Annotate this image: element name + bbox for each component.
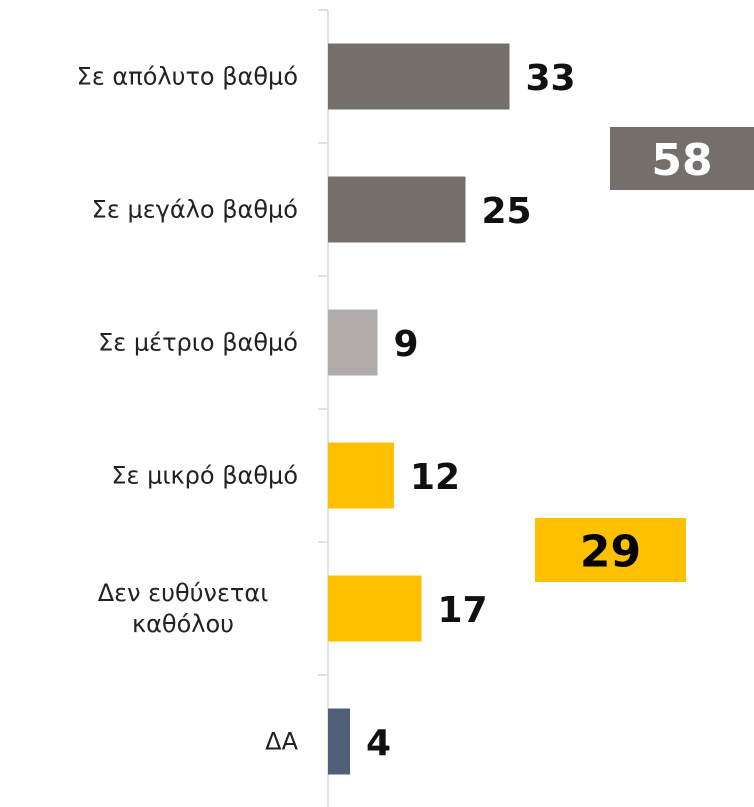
annotation-label: 29 [580, 527, 641, 578]
bar [328, 708, 350, 775]
category-label: Σε μεγάλο βαθμό [91, 194, 298, 223]
bar [328, 309, 378, 376]
bar [328, 176, 466, 243]
bar [328, 442, 394, 509]
bar [328, 575, 422, 642]
value-label: 9 [394, 324, 419, 365]
category-label: Δεν ευθύνεται καθόλου [97, 578, 269, 638]
value-label: 33 [526, 58, 576, 99]
category-label: Σε μικρό βαθμό [111, 460, 298, 489]
category-label: ΔΑ [265, 726, 298, 755]
value-label: 12 [410, 457, 460, 498]
annotation-box [610, 127, 754, 190]
category-label: Σε απόλυτο βαθμό [76, 61, 298, 90]
category-label: Σε μέτριο βαθμό [98, 327, 298, 356]
value-label: 4 [366, 723, 391, 764]
annotation-label: 58 [651, 135, 712, 186]
value-label: 25 [482, 191, 532, 232]
annotation-box [535, 518, 686, 582]
value-label: 17 [438, 590, 488, 631]
bar [328, 43, 510, 110]
